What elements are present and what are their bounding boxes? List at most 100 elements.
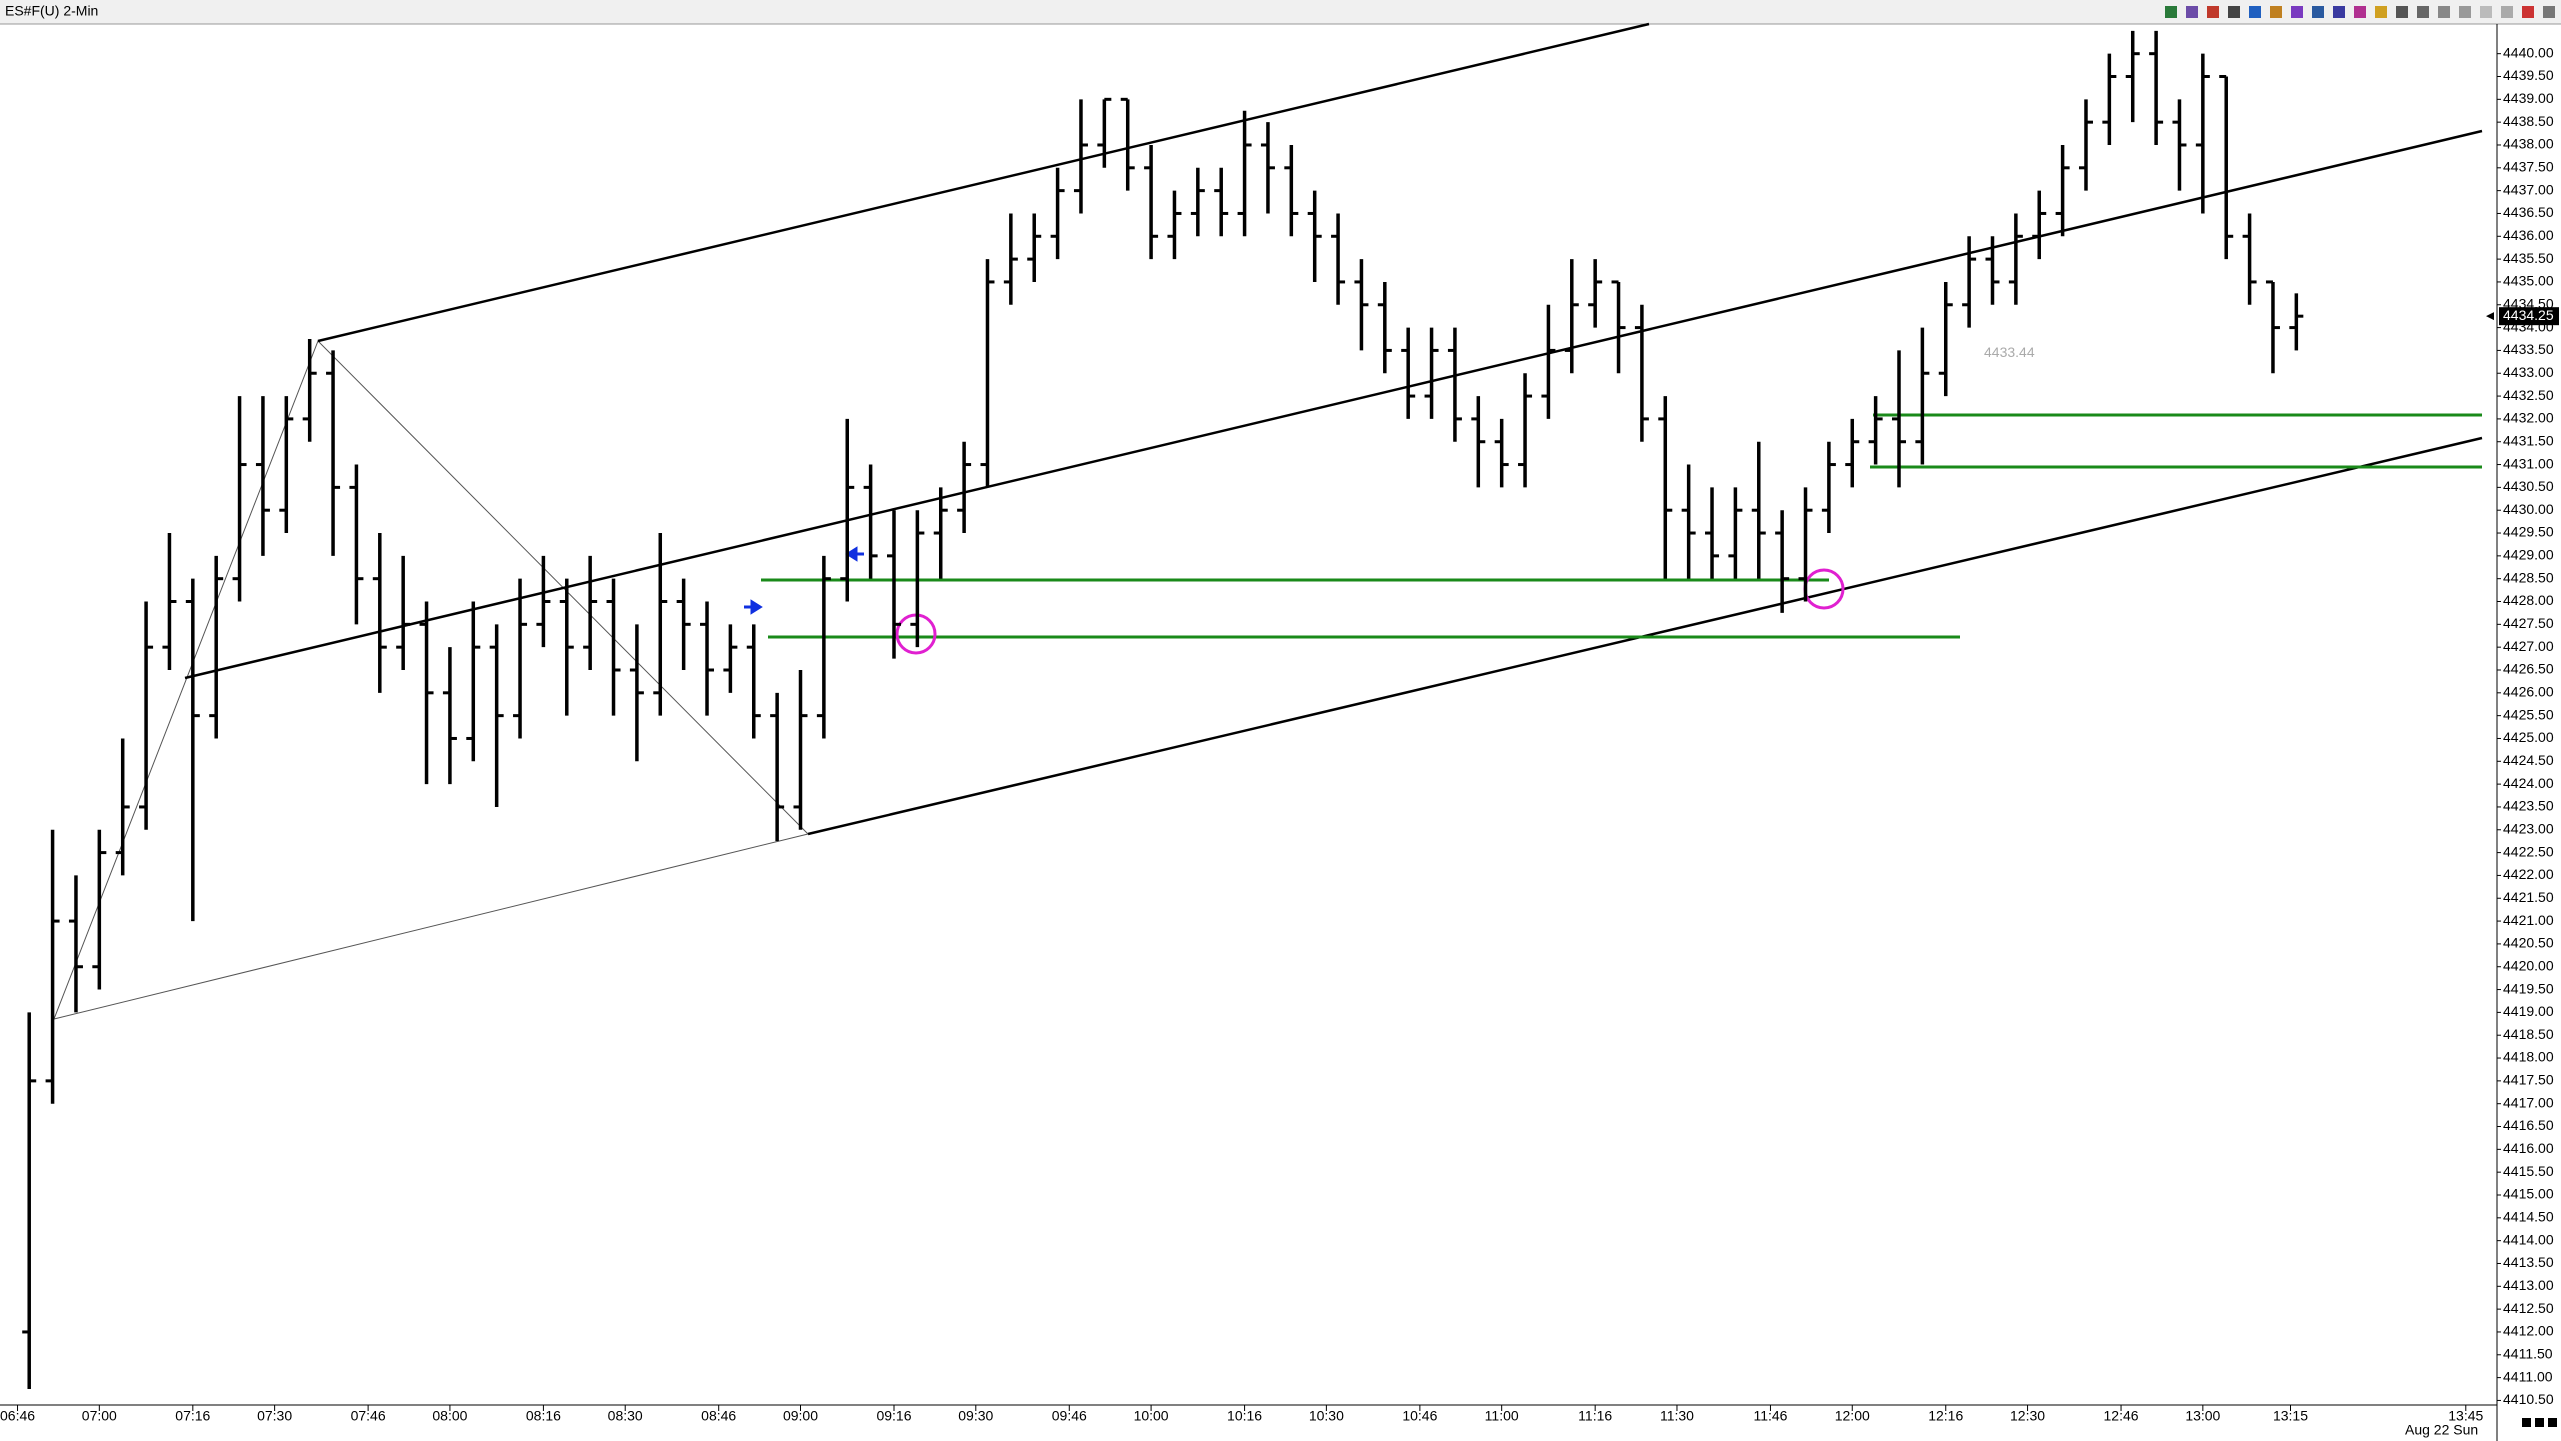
tool-icon[interactable] — [2438, 6, 2450, 18]
y-tick-label: 4439.50 — [2503, 67, 2554, 83]
x-tick-label: 09:30 — [958, 1408, 993, 1424]
highlight-circle — [1803, 568, 1845, 610]
y-tick-label: 4438.00 — [2503, 136, 2554, 152]
tool-icon[interactable] — [2417, 6, 2429, 18]
y-tick-label: 4432.50 — [2503, 387, 2554, 403]
title-bar — [0, 0, 2561, 24]
y-tick-label: 4415.00 — [2503, 1186, 2554, 1202]
y-tick-label: 4424.00 — [2503, 775, 2554, 791]
x-tick-label: 13:15 — [2273, 1408, 2308, 1424]
y-tick-label: 4433.50 — [2503, 341, 2554, 357]
y-tick-label: 4413.50 — [2503, 1254, 2554, 1270]
y-tick-label: 4426.50 — [2503, 661, 2554, 677]
y-tick-label: 4429.00 — [2503, 547, 2554, 563]
y-tick-label: 4421.00 — [2503, 912, 2554, 928]
y-tick-label: 4419.00 — [2503, 1003, 2554, 1019]
y-tick-label: 4424.50 — [2503, 752, 2554, 768]
toolbar[interactable] — [2165, 6, 2555, 18]
tool-icon[interactable] — [2522, 6, 2534, 18]
tool-icon[interactable] — [2228, 6, 2240, 18]
tool-icon[interactable] — [2459, 6, 2471, 18]
x-tick-label: 12:46 — [2104, 1408, 2139, 1424]
channel-upper — [317, 22, 1650, 343]
tool-icon[interactable] — [2543, 6, 2555, 18]
y-tick-label: 4422.50 — [2503, 843, 2554, 859]
y-tick-label: 4417.50 — [2503, 1072, 2554, 1088]
y-tick-label: 4429.50 — [2503, 524, 2554, 540]
y-tick-label: 4416.50 — [2503, 1117, 2554, 1133]
price-note: 4433.44 — [1984, 344, 2035, 360]
x-tick-label: 10:30 — [1309, 1408, 1344, 1424]
x-tick-label: 08:30 — [608, 1408, 643, 1424]
signal-arrow — [744, 599, 763, 615]
y-tick-label: 4430.50 — [2503, 478, 2554, 494]
y-tick-label: 4428.50 — [2503, 569, 2554, 585]
x-tick-label: 12:30 — [2010, 1408, 2045, 1424]
tool-icon[interactable] — [2291, 6, 2303, 18]
y-tick-label: 4421.50 — [2503, 889, 2554, 905]
tool-icon[interactable] — [2501, 6, 2513, 18]
x-tick-label: 09:00 — [783, 1408, 818, 1424]
x-tick-label: 06:46 — [0, 1408, 35, 1424]
y-tick-label: 4410.50 — [2503, 1391, 2554, 1407]
y-tick-label: 4419.50 — [2503, 980, 2554, 996]
tool-icon[interactable] — [2270, 6, 2282, 18]
y-tick-label: 4435.50 — [2503, 250, 2554, 266]
y-tick-label: 4418.00 — [2503, 1049, 2554, 1065]
y-tick-label: 4430.00 — [2503, 501, 2554, 517]
x-tick-label: 12:00 — [1835, 1408, 1870, 1424]
last-price-box — [2499, 307, 2559, 326]
x-tick-label: 07:46 — [351, 1408, 386, 1424]
last-price-label: 4434.25 — [2503, 307, 2554, 323]
x-tick-label: 09:46 — [1052, 1408, 1087, 1424]
x-tick-label: 11:16 — [1578, 1408, 1612, 1424]
y-tick-label: 4425.50 — [2503, 706, 2554, 722]
y-tick-label: 4432.00 — [2503, 410, 2554, 426]
y-tick-label: 4427.00 — [2503, 638, 2554, 654]
x-tick-label: 12:16 — [1928, 1408, 1963, 1424]
tool-icon[interactable] — [2354, 6, 2366, 18]
y-tick-label: 4420.00 — [2503, 957, 2554, 973]
y-tick-label: 4417.00 — [2503, 1094, 2554, 1110]
y-tick-label: 4427.50 — [2503, 615, 2554, 631]
x-tick-label: 11:46 — [1753, 1408, 1787, 1424]
x-tick-label: 11:00 — [1485, 1408, 1519, 1424]
tool-icon[interactable] — [2396, 6, 2408, 18]
signal-arrow — [845, 546, 864, 562]
y-tick-label: 4439.00 — [2503, 90, 2554, 106]
y-tick-label: 4438.50 — [2503, 113, 2554, 129]
corner-button[interactable] — [2535, 1418, 2544, 1427]
channel-line-thin — [53, 833, 809, 1020]
tool-icon[interactable] — [2375, 6, 2387, 18]
tool-icon[interactable] — [2480, 6, 2492, 18]
channel-middle — [184, 129, 2483, 680]
x-tick-label: 07:16 — [175, 1408, 210, 1424]
tool-icon[interactable] — [2207, 6, 2219, 18]
tool-icon[interactable] — [2249, 6, 2261, 18]
y-tick-label: 4436.50 — [2503, 204, 2554, 220]
y-tick-label: 4411.00 — [2503, 1368, 2553, 1384]
y-tick-label: 4436.00 — [2503, 227, 2554, 243]
y-tick-label: 4415.50 — [2503, 1163, 2554, 1179]
y-tick-label: 4440.00 — [2503, 44, 2554, 60]
last-price-pointer — [2486, 312, 2494, 321]
tool-icon[interactable] — [2333, 6, 2345, 18]
y-tick-label: 4423.50 — [2503, 798, 2554, 814]
date-label: Aug 22 Sun — [2405, 1422, 2478, 1438]
y-tick-label: 4431.00 — [2503, 455, 2554, 471]
x-tick-label: 08:16 — [526, 1408, 561, 1424]
tool-icon[interactable] — [2312, 6, 2324, 18]
y-tick-label: 4416.00 — [2503, 1140, 2554, 1156]
y-tick-label: 4433.00 — [2503, 364, 2554, 380]
corner-button[interactable] — [2548, 1418, 2557, 1427]
tool-icon[interactable] — [2165, 6, 2177, 18]
tool-icon[interactable] — [2186, 6, 2198, 18]
corner-button[interactable] — [2522, 1418, 2531, 1427]
x-tick-label: 07:30 — [257, 1408, 292, 1424]
x-tick-label: 10:16 — [1227, 1408, 1262, 1424]
chart-title: ES#F(U) 2-Min — [5, 3, 98, 19]
y-tick-label: 4435.00 — [2503, 273, 2554, 289]
zigzag-line — [53, 340, 809, 1020]
y-tick-label: 4413.00 — [2503, 1277, 2554, 1293]
x-tick-label: 08:46 — [701, 1408, 736, 1424]
